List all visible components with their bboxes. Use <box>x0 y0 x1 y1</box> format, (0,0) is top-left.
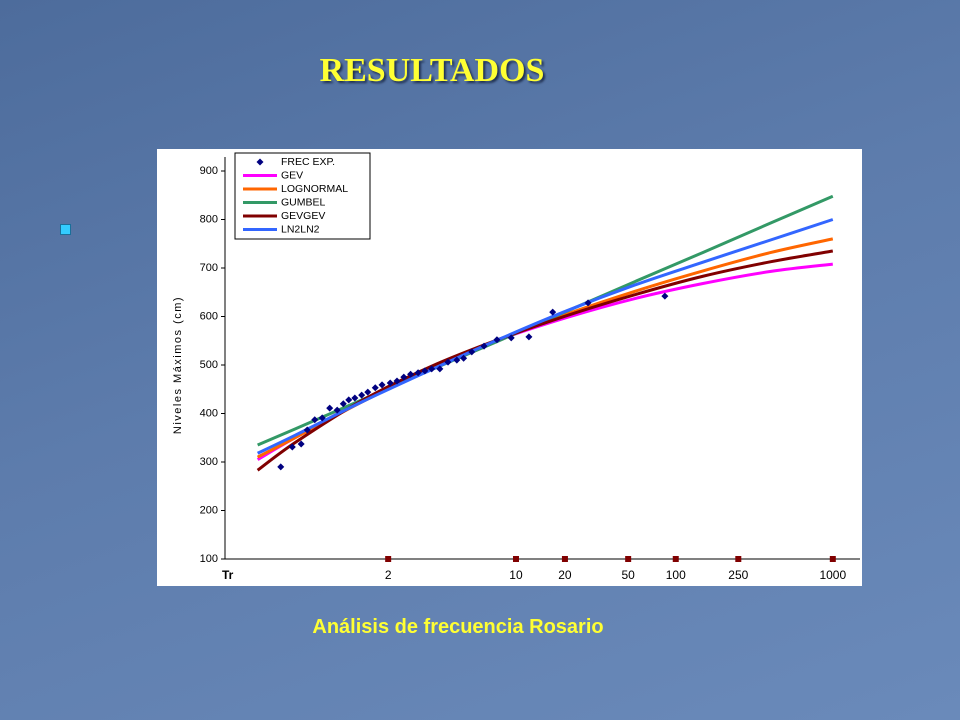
data-point <box>326 404 334 412</box>
data-point <box>351 394 359 402</box>
y-axis-title: Niveles Máximos (cm) <box>172 296 184 434</box>
x-tick-marker <box>735 556 742 562</box>
x-tick-marker <box>625 556 632 562</box>
x-tick-marker <box>829 556 836 562</box>
data-point <box>444 358 452 366</box>
data-point <box>661 292 669 300</box>
x-tick-label: 20 <box>558 568 572 582</box>
legend-label: GEVGEV <box>281 210 325 222</box>
x-tick-label: 10 <box>509 568 523 582</box>
data-point <box>288 443 296 451</box>
data-point <box>393 377 401 385</box>
y-tick-label: 500 <box>200 359 218 371</box>
x-tick-marker <box>385 556 392 562</box>
fit-line <box>256 249 834 472</box>
legend-label: LOGNORMAL <box>281 183 348 195</box>
y-tick-label: 600 <box>200 310 218 322</box>
data-point <box>584 299 592 307</box>
data-point <box>453 356 461 364</box>
data-point <box>493 336 501 344</box>
data-point <box>468 348 476 356</box>
legend-label: GEV <box>281 169 303 181</box>
data-point <box>303 426 311 434</box>
y-tick-label: 300 <box>200 456 218 468</box>
legend-label: LN2LN2 <box>281 223 320 235</box>
data-point <box>364 388 372 396</box>
x-tick-marker <box>561 556 568 562</box>
x-tick-label: 2 <box>385 568 392 582</box>
data-point <box>421 367 429 375</box>
y-tick-label: 900 <box>200 165 218 177</box>
data-point <box>333 406 341 414</box>
legend-marker <box>256 158 264 166</box>
data-point <box>345 396 353 404</box>
data-point <box>525 333 533 341</box>
legend-label: GUMBEL <box>281 196 326 208</box>
data-point <box>339 400 347 408</box>
bullet <box>60 224 71 235</box>
fit-line <box>256 218 834 455</box>
data-point <box>414 369 422 377</box>
data-point <box>311 416 319 424</box>
data-point <box>358 391 366 399</box>
x-tick-marker <box>512 556 519 562</box>
data-point <box>436 365 444 373</box>
data-point <box>407 370 415 378</box>
legend-label: FREC EXP. <box>281 156 335 168</box>
y-tick-label: 700 <box>200 262 218 274</box>
data-point <box>318 414 326 422</box>
x-tick-label: 50 <box>621 568 635 582</box>
x-tick-label: 1000 <box>819 568 846 582</box>
data-point <box>549 308 557 316</box>
data-point <box>386 379 394 387</box>
slide-title: RESULTADOS <box>319 52 545 89</box>
data-point <box>480 342 488 350</box>
y-tick-label: 800 <box>200 213 218 225</box>
data-point <box>297 440 305 448</box>
data-point <box>371 384 379 392</box>
y-tick-label: 100 <box>200 553 218 565</box>
data-point <box>507 334 515 342</box>
x-axis-title: Tr <box>222 568 234 582</box>
x-tick-label: 100 <box>666 568 686 582</box>
x-tick-label: 250 <box>728 568 748 582</box>
legend-box <box>234 152 371 240</box>
data-point <box>460 354 468 362</box>
y-tick-label: 400 <box>200 407 218 419</box>
data-point <box>400 373 408 381</box>
caption: Análisis de frecuencia Rosario <box>312 616 604 638</box>
data-point <box>428 365 436 373</box>
x-tick-marker <box>672 556 679 562</box>
data-point <box>378 381 386 389</box>
y-tick-label: 200 <box>200 504 218 516</box>
data-point <box>277 463 285 471</box>
